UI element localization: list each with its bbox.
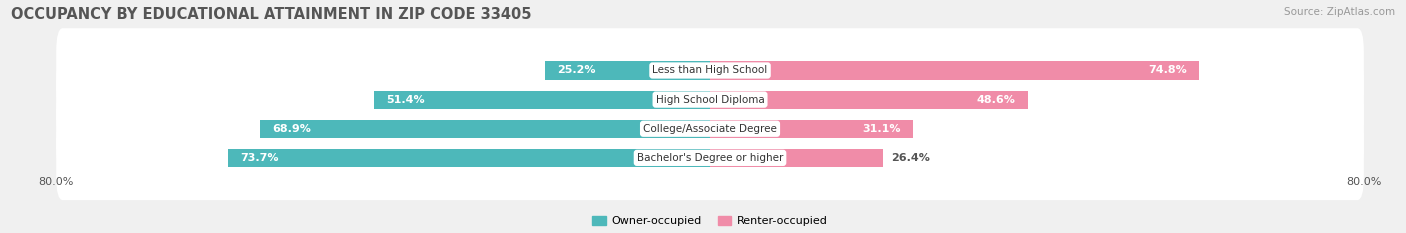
Text: College/Associate Degree: College/Associate Degree <box>643 124 778 134</box>
Bar <box>710 149 883 167</box>
Text: Source: ZipAtlas.com: Source: ZipAtlas.com <box>1284 7 1395 17</box>
FancyBboxPatch shape <box>56 57 1364 142</box>
Text: High School Diploma: High School Diploma <box>655 95 765 105</box>
Text: 31.1%: 31.1% <box>863 124 901 134</box>
Bar <box>260 120 710 138</box>
Bar <box>710 62 1199 79</box>
Text: 26.4%: 26.4% <box>891 153 929 163</box>
Text: 74.8%: 74.8% <box>1149 65 1187 75</box>
Bar <box>374 91 710 109</box>
Text: 48.6%: 48.6% <box>977 95 1015 105</box>
Bar <box>546 62 710 79</box>
Bar <box>228 149 710 167</box>
FancyBboxPatch shape <box>56 86 1364 171</box>
Text: Bachelor's Degree or higher: Bachelor's Degree or higher <box>637 153 783 163</box>
FancyBboxPatch shape <box>56 28 1364 113</box>
Text: Less than High School: Less than High School <box>652 65 768 75</box>
Legend: Owner-occupied, Renter-occupied: Owner-occupied, Renter-occupied <box>588 212 832 231</box>
Text: OCCUPANCY BY EDUCATIONAL ATTAINMENT IN ZIP CODE 33405: OCCUPANCY BY EDUCATIONAL ATTAINMENT IN Z… <box>11 7 531 22</box>
Text: 73.7%: 73.7% <box>240 153 278 163</box>
Text: 68.9%: 68.9% <box>271 124 311 134</box>
Bar <box>710 91 1028 109</box>
Bar <box>710 120 914 138</box>
FancyBboxPatch shape <box>56 116 1364 200</box>
Text: 25.2%: 25.2% <box>558 65 596 75</box>
Text: 51.4%: 51.4% <box>387 95 425 105</box>
